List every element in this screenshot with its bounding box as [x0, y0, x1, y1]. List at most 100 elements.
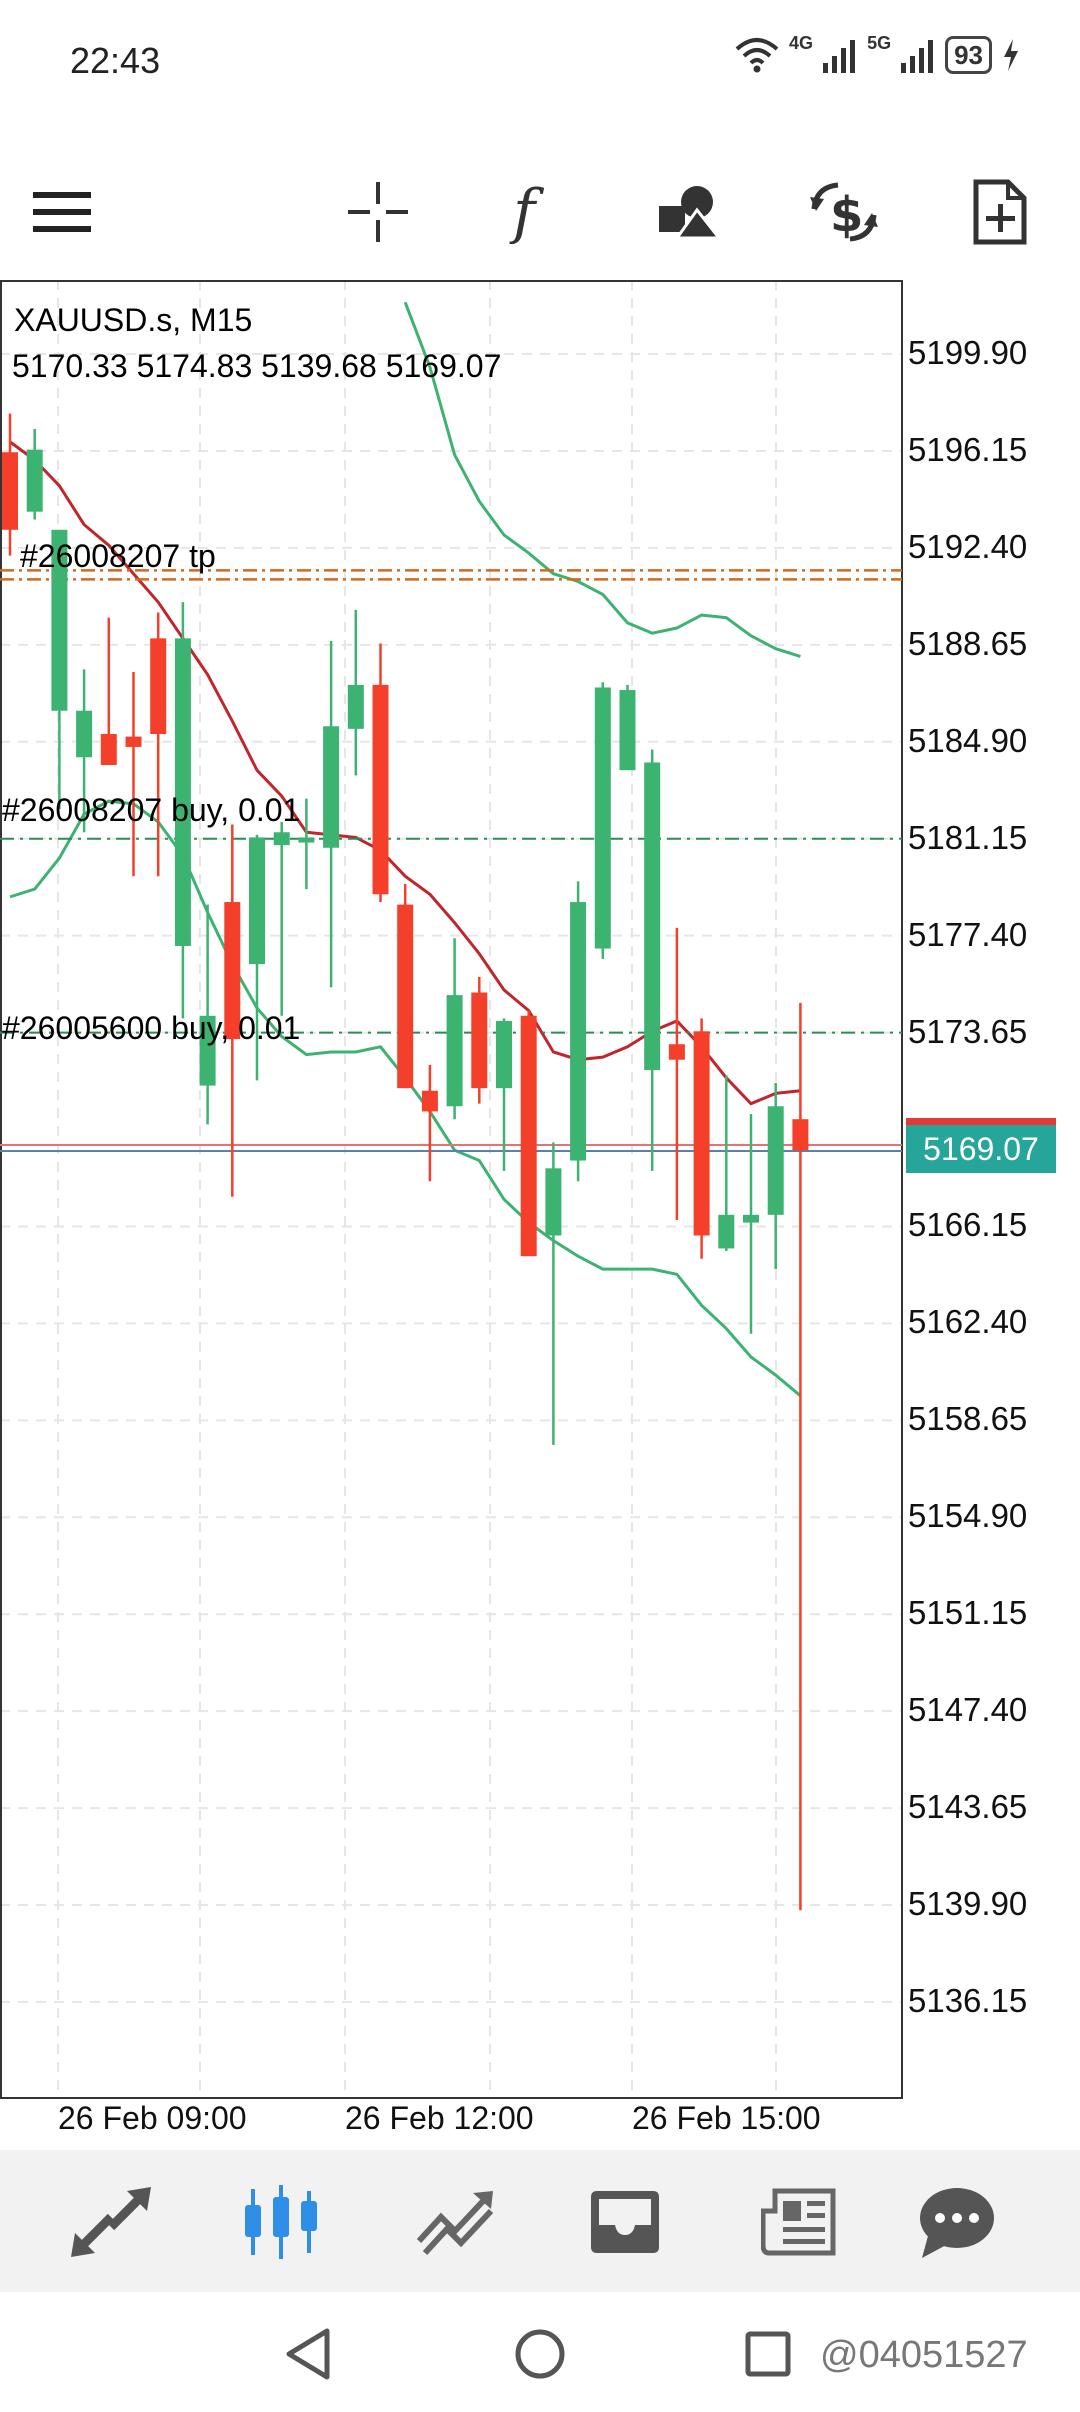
- charging-icon: [1004, 39, 1018, 71]
- bearish-candle: [471, 992, 488, 1089]
- price-tick-label: 5173.65: [908, 1012, 1028, 1050]
- shapes-icon: [659, 186, 723, 240]
- crosshair-icon: [348, 182, 408, 242]
- bullish-candle: [767, 1106, 784, 1215]
- bearish-candle: [693, 1031, 710, 1236]
- status-bar: 22:43 4G 5G 93: [0, 0, 1080, 130]
- bearish-candle: [2, 452, 18, 530]
- arrows-updown-icon: [71, 2187, 151, 2257]
- crosshair-button[interactable]: [336, 170, 420, 254]
- bottom-navigation: [0, 2150, 1080, 2292]
- price-tick-label: 5136.15: [908, 1982, 1028, 2019]
- bearish-candle: [372, 684, 389, 895]
- svg-text:$: $: [830, 187, 863, 243]
- bearish-candle: [224, 902, 241, 1040]
- current-price-badge: 5169.07: [906, 1125, 1056, 1173]
- nav-messages[interactable]: [912, 2180, 1002, 2264]
- bearish-candle: [125, 736, 142, 747]
- bullish-candle: [347, 684, 364, 729]
- price-tick-label: 5181.15: [908, 818, 1028, 856]
- bullish-candle: [446, 995, 463, 1107]
- tp-order-label: #26008207 tp: [20, 538, 216, 574]
- back-button[interactable]: [276, 2322, 340, 2386]
- symbol-timeframe-label: XAUUSD.s, M15: [14, 302, 253, 338]
- chart-border: [0, 280, 903, 2099]
- bullish-candle: [249, 837, 265, 965]
- currency-exchange-icon: $: [810, 182, 878, 243]
- status-icons: 4G 5G 93: [735, 32, 1020, 74]
- home-button[interactable]: [508, 2322, 572, 2386]
- bearish-candle: [668, 1044, 685, 1060]
- bearish-candle: [397, 904, 414, 1089]
- nav-history[interactable]: [580, 2180, 670, 2264]
- bullish-candle: [743, 1214, 759, 1223]
- bullish-candle: [273, 832, 290, 846]
- menu-button[interactable]: [20, 170, 104, 254]
- inbox-icon: [591, 2191, 659, 2253]
- price-tick-label: 5162.40: [908, 1303, 1028, 1341]
- bullish-candle: [199, 1015, 216, 1086]
- bullish-candle: [619, 690, 636, 771]
- bearish-candle: [100, 734, 117, 766]
- price-tick-label: 5147.40: [908, 1691, 1028, 1729]
- price-tick-label: 5188.65: [908, 624, 1028, 662]
- bearish-candle: [520, 1015, 537, 1257]
- nav-trade[interactable]: [410, 2180, 500, 2264]
- price-tick-label: 5143.65: [908, 1788, 1028, 1826]
- nav-news[interactable]: [754, 2180, 844, 2264]
- nav-chart[interactable]: [236, 2180, 326, 2264]
- time-tick-label: 26 Feb 12:00: [345, 2100, 534, 2136]
- wifi-icon: [735, 38, 779, 73]
- bearish-candle: [150, 638, 167, 735]
- objects-button[interactable]: [648, 170, 732, 254]
- candlestick-icon: [245, 2185, 317, 2259]
- nav-quotes[interactable]: [66, 2180, 156, 2264]
- add-document-icon: [973, 179, 1027, 245]
- signal-icon: [901, 40, 934, 73]
- chat-icon: [920, 2188, 994, 2258]
- bullish-candle: [594, 687, 611, 949]
- price-tick-label: 5151.15: [908, 1594, 1028, 1632]
- bullish-candle: [76, 710, 93, 758]
- back-triangle-icon: [286, 2328, 330, 2380]
- bullish-candle: [323, 726, 340, 848]
- bullish-candle: [174, 638, 191, 946]
- buy-order-label-2: #26005600 buy, 0.01: [2, 1010, 301, 1046]
- price-tick-label: 5192.40: [908, 527, 1028, 565]
- news-icon: [761, 2188, 836, 2256]
- ohlc-label: 5170.33 5174.83 5139.68 5169.07: [12, 348, 502, 384]
- bullish-candle: [570, 902, 587, 1161]
- bullish-candle: [496, 1020, 512, 1089]
- price-tick-label: 5139.90: [908, 1885, 1028, 1923]
- network-5g-label: 5G: [867, 32, 892, 53]
- recents-square-icon: [745, 2331, 791, 2377]
- price-tick-label: 5177.40: [908, 915, 1028, 953]
- price-tick-label: 5166.15: [908, 1206, 1028, 1244]
- new-order-button[interactable]: [958, 170, 1042, 254]
- bullish-candle: [545, 1168, 562, 1236]
- bearish-candle: [421, 1090, 438, 1112]
- symbol-button[interactable]: $: [802, 170, 886, 254]
- indicators-button[interactable]: f: [490, 170, 574, 254]
- battery-icon: 93: [945, 36, 992, 74]
- price-chart[interactable]: XAUUSD.s, M15 5170.33 5174.83 5139.68 51…: [0, 280, 1080, 2136]
- bearish-candle: [792, 1119, 809, 1151]
- price-tick-label: 5199.90: [908, 334, 1028, 371]
- hamburger-menu-icon: [33, 192, 91, 232]
- bollinger-upper-line: [403, 301, 801, 658]
- trend-icon: [416, 2191, 494, 2256]
- price-tick-label: 5184.90: [908, 721, 1028, 759]
- bullish-candle: [298, 837, 315, 843]
- home-circle-icon: [515, 2329, 565, 2379]
- recents-button[interactable]: [736, 2322, 800, 2386]
- bullish-candle: [718, 1214, 735, 1249]
- price-tick-label: 5196.15: [908, 430, 1028, 468]
- moving-average-line: [9, 440, 801, 1106]
- price-tick-label: 5154.90: [908, 1497, 1028, 1535]
- system-navigation: @04051527: [0, 2292, 1080, 2412]
- ask-price-marker: [906, 1118, 1056, 1126]
- chart-canvas[interactable]: [0, 280, 1080, 2100]
- time-tick-label: 26 Feb 15:00: [632, 2100, 821, 2136]
- bullish-candle: [51, 529, 68, 711]
- watermark-text: @04051527: [820, 2334, 1028, 2376]
